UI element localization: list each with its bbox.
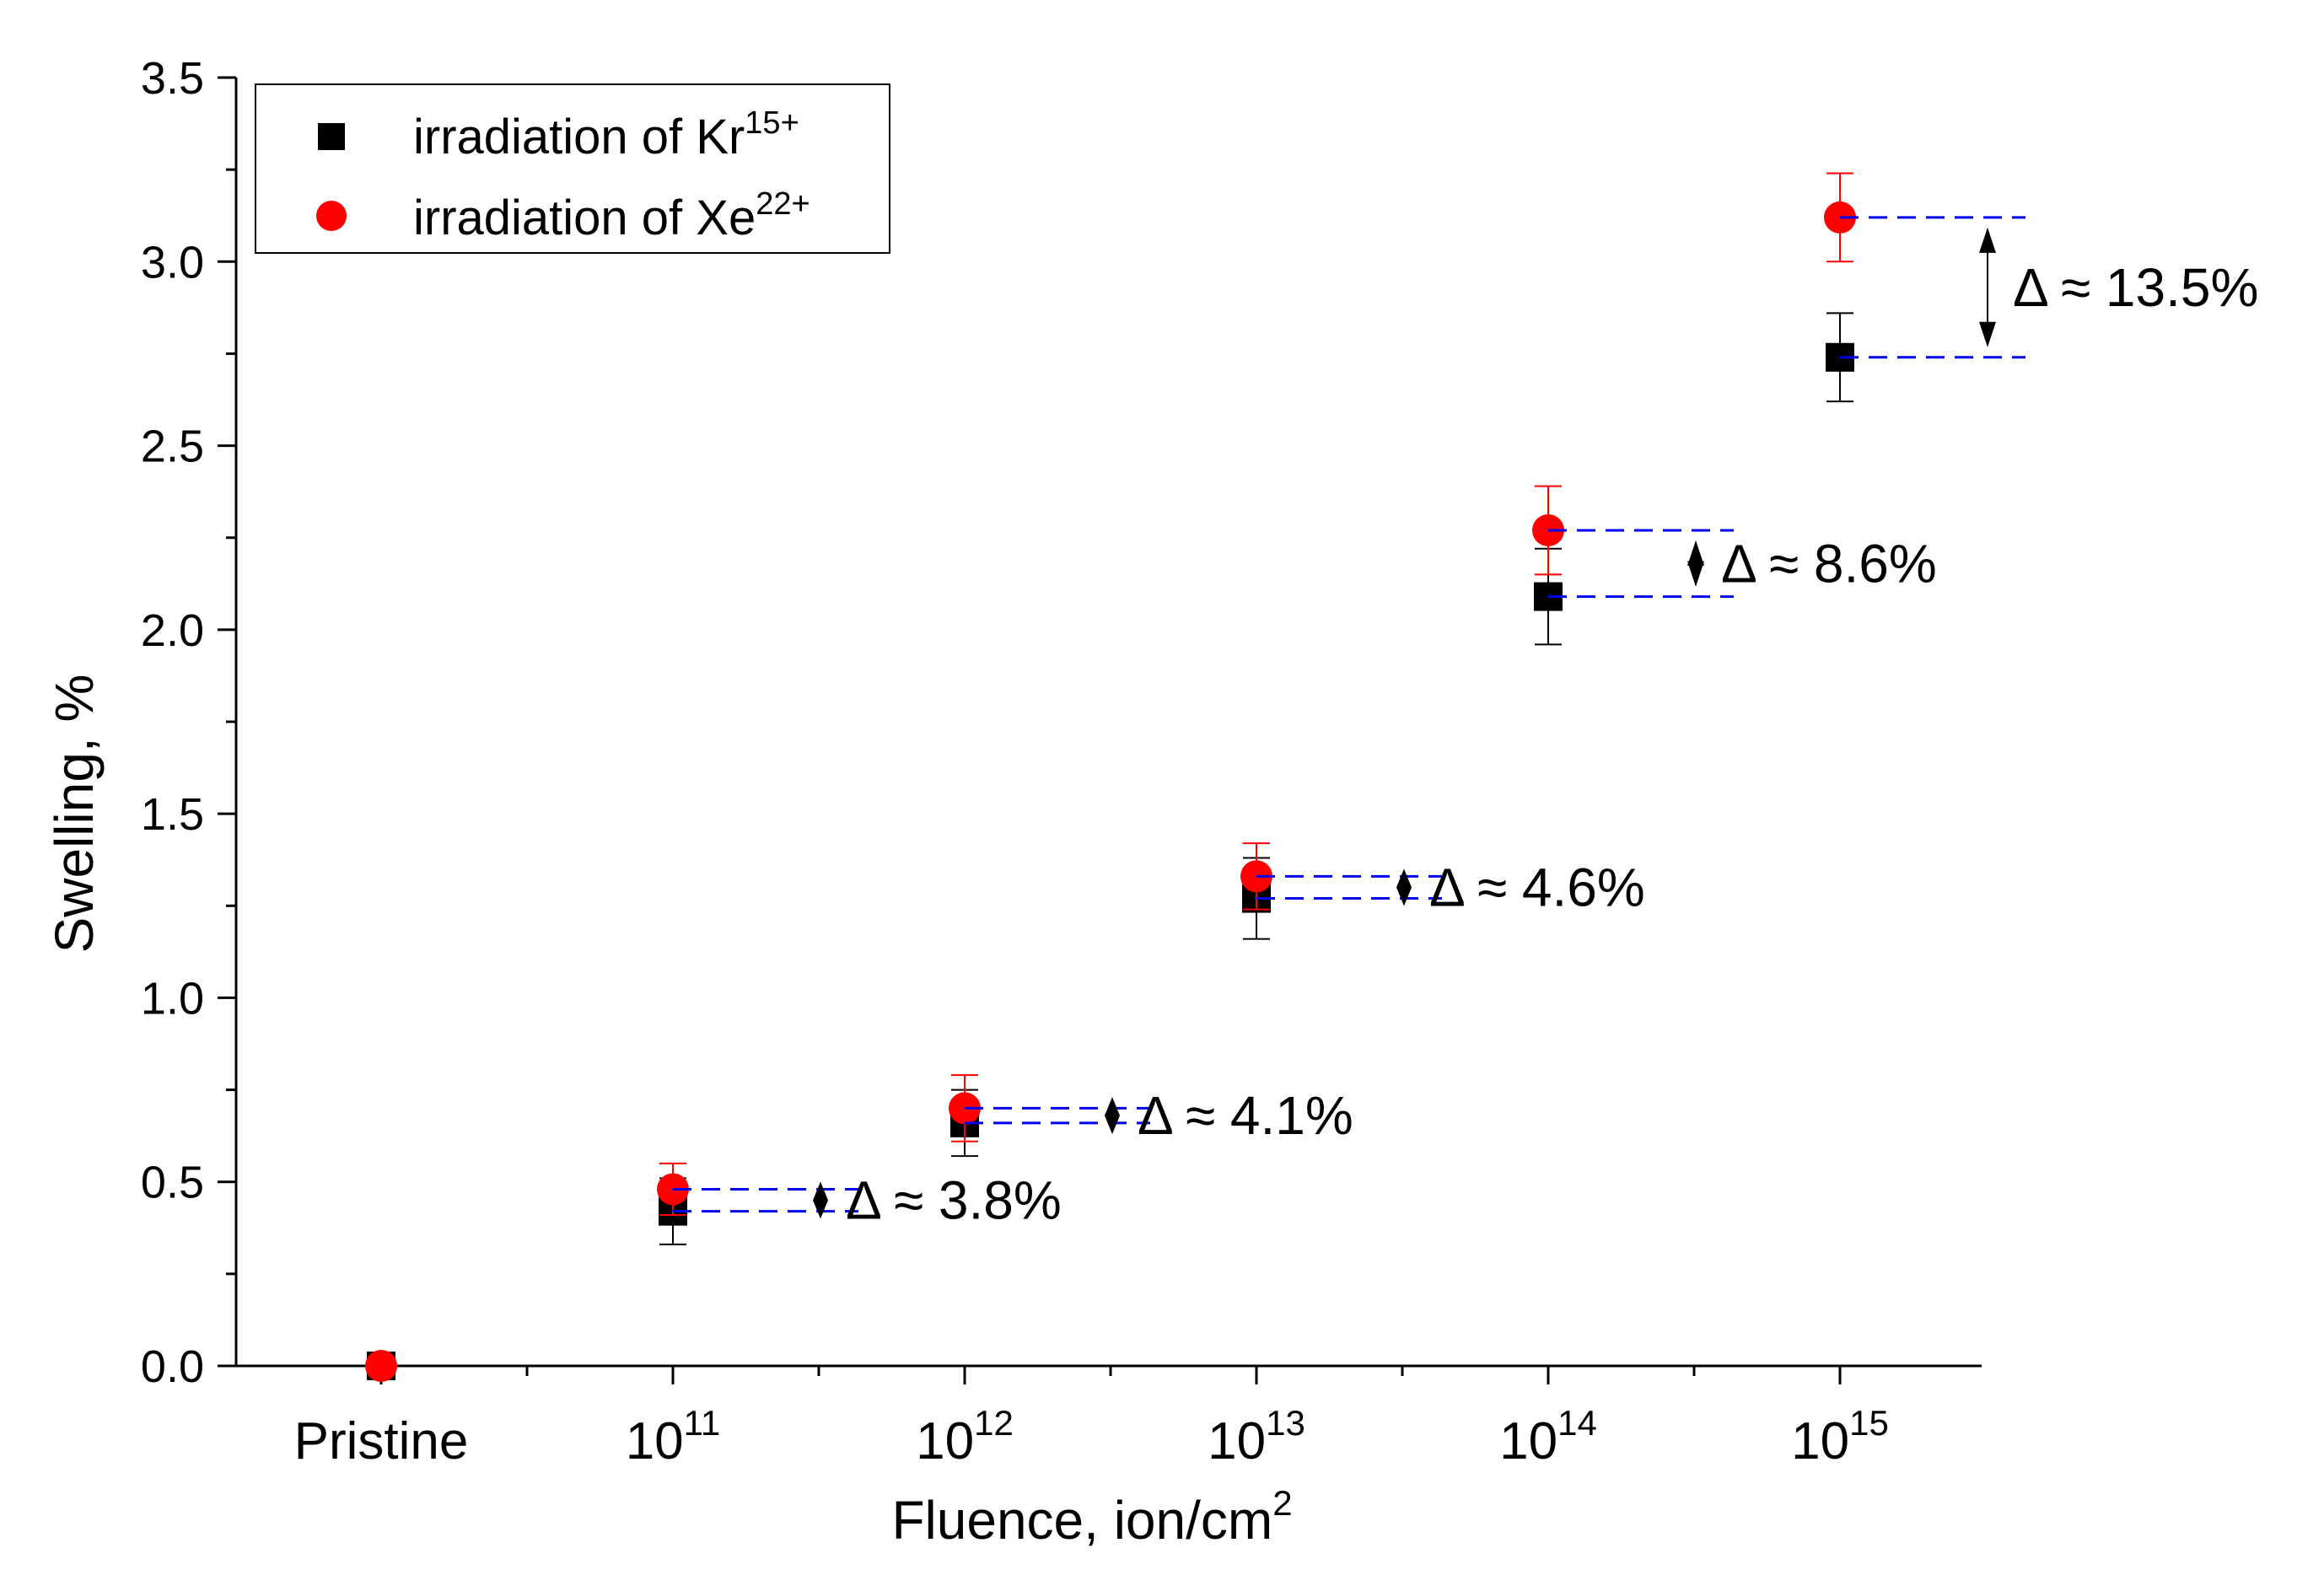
x-tick-label: 1015 (1791, 1403, 1889, 1470)
legend-label-xe: irradiation of Xe22+ (413, 186, 810, 245)
y-axis-title: Swelling, % (44, 675, 105, 954)
delta-label: Δ ≈ 8.6% (1721, 533, 1937, 594)
delta-label: Δ ≈ 13.5% (2013, 257, 2258, 318)
y-tick-label: 2.0 (141, 605, 204, 656)
delta-arrow-head-up (1979, 227, 1996, 253)
delta-arrow-head-up (1396, 868, 1412, 888)
delta-arrow-head-down (1105, 1115, 1120, 1135)
legend-marker-xe (316, 201, 347, 231)
x-tick-label: 1013 (1208, 1403, 1305, 1470)
y-tick-label: 0.5 (141, 1158, 204, 1208)
legend-box (255, 83, 890, 254)
delta-arrow-head-down (1396, 887, 1412, 906)
y-tick-label: 1.5 (141, 789, 204, 840)
y-tick-label: 1.0 (141, 973, 204, 1024)
y-tick-label: 2.5 (141, 422, 204, 472)
data-marks (365, 172, 1856, 1382)
x-tick-label: 1014 (1499, 1403, 1597, 1470)
y-tick-label: 3.0 (141, 237, 204, 288)
legend-label-kr: irradiation of Kr15+ (413, 105, 799, 164)
legend: irradiation of Kr15+ irradiation of Xe22… (255, 83, 890, 254)
axes: 0.0 0.5 1.0 1.5 2.0 2.5 3.0 3.5 Pristine 1011 1012… (141, 53, 1982, 1470)
x-tick-label: Pristine (294, 1412, 469, 1470)
delta-label: Δ ≈ 3.8% (846, 1170, 1062, 1231)
delta-label: Δ ≈ 4.6% (1429, 857, 1645, 917)
x-tick-label: 1012 (916, 1403, 1014, 1470)
xe-point (365, 1350, 397, 1382)
delta-arrow-head-down (813, 1200, 828, 1219)
x-axis-title: Fluence, ion/cm2 (891, 1483, 1292, 1551)
x-tick-label: 1011 (626, 1403, 721, 1470)
y-tick-label: 3.5 (141, 53, 204, 104)
delta-arrow-head-down (1687, 561, 1704, 587)
delta-label: Δ ≈ 4.1% (1138, 1085, 1353, 1146)
delta-arrow-head-up (813, 1181, 828, 1201)
delta-arrow-head-up (1105, 1097, 1120, 1116)
annotations: Δ ≈ 3.8% Δ ≈ 4.1% Δ ≈ 4.6% Δ ≈ 8.6% Δ ≈ 13.5… (673, 216, 2258, 1231)
legend-marker-kr (318, 123, 345, 150)
delta-arrow-head-down (1979, 321, 1996, 347)
y-tick-label: 0.0 (141, 1341, 204, 1392)
delta-arrow-head-up (1687, 540, 1704, 566)
